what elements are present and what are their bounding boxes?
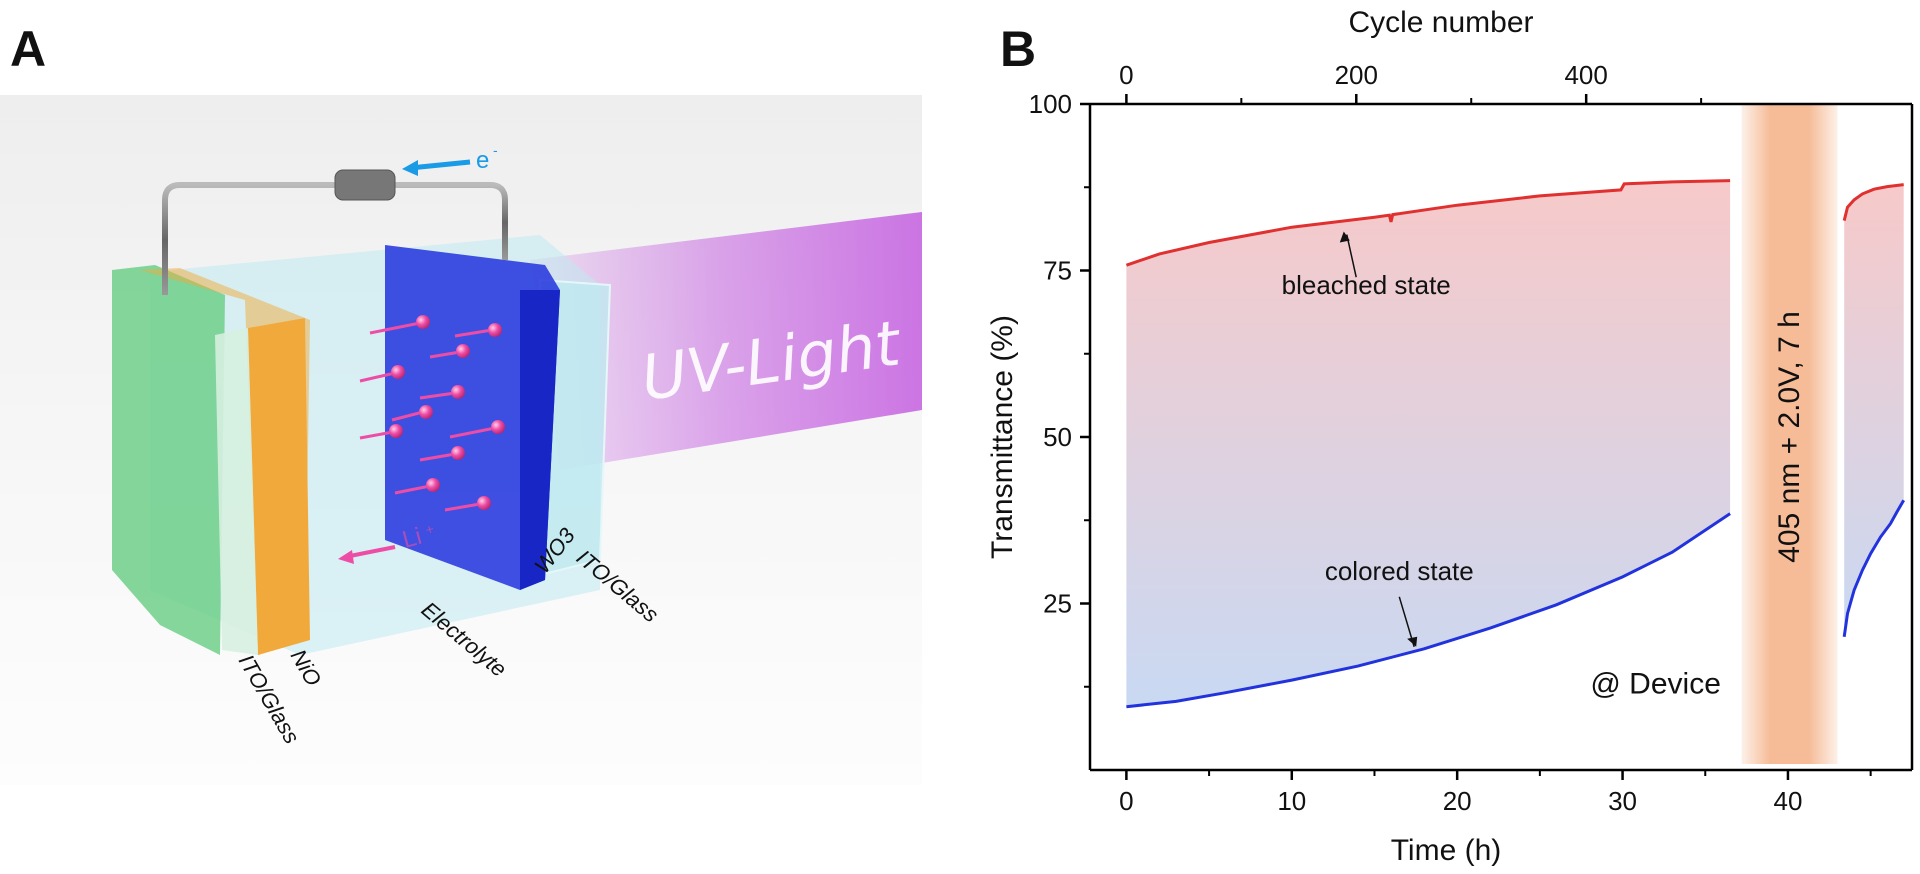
wo3-side [520,290,560,590]
uv-beam [530,212,922,470]
ito-glass-left [112,265,225,655]
x-tick-label: 40 [1773,786,1802,816]
y-tick-label: 25 [1043,589,1072,619]
y-tick-label: 75 [1043,256,1072,286]
x2-tick-label: 200 [1335,60,1378,90]
lithium-sup: + [424,520,436,538]
electron-arrow [409,159,471,171]
colored-pointer-head [1407,636,1418,647]
device-illustration: UV-Light e - Li + ITO/Glass NiO Electrol… [0,95,922,785]
series-line-1-0 [1126,512,1731,709]
axes: 0 10 20 30 40 25 50 75 100 0 200 400 Time (h) Cycle n… [986,6,1914,867]
annotation-colored-state: colored state [1325,556,1474,586]
annotation-irradiation: 405 nm + 2.0V, 7 h [1773,311,1806,563]
x2-axis-label: Cycle number [1348,6,1533,39]
electron-sup: - [493,142,498,158]
irradiation-band [1741,104,1838,764]
irradiation-band-rect [1741,104,1838,764]
bleached-pointer [1346,234,1357,278]
wire-left [162,182,335,295]
y-axis-label: Transmittance (%) [986,315,1019,559]
fill-segment-1 [1844,184,1904,637]
panel-label-b: B [1000,21,1037,77]
x2-tick-label: 400 [1564,60,1607,90]
fill-segment-0 [1126,180,1731,707]
lithium-ions [359,315,505,512]
annotations: bleached state colored state @ Device 405 n… [1282,231,1806,700]
bleached-pointer-head [1339,231,1350,243]
nio-layer [248,318,310,655]
y-tick-label: 50 [1043,422,1072,452]
x-tick-label: 20 [1443,786,1472,816]
series-line-0-1 [1842,183,1904,221]
lithium-arrow [344,545,396,559]
annotation-device: @ Device [1590,667,1721,700]
y-tick-label: 100 [1029,89,1072,119]
diode [334,169,396,201]
ito-glass-edge [215,328,258,655]
series-lines [1125,179,1905,709]
x-tick-label: 0 [1119,786,1133,816]
x-tick-label: 30 [1608,786,1637,816]
x2-tick-label: 0 [1119,60,1133,90]
panel-label-a: A [10,21,47,77]
series-line-0-0 [1125,179,1731,267]
series-line-1-1 [1842,499,1905,638]
wire-right [395,182,508,260]
wo3-layer [385,245,560,590]
annotation-bleached-state: bleached state [1282,270,1451,300]
x-tick-label: 10 [1277,786,1306,816]
x-axis-label: Time (h) [1391,834,1502,867]
electron-label: e [476,147,489,174]
